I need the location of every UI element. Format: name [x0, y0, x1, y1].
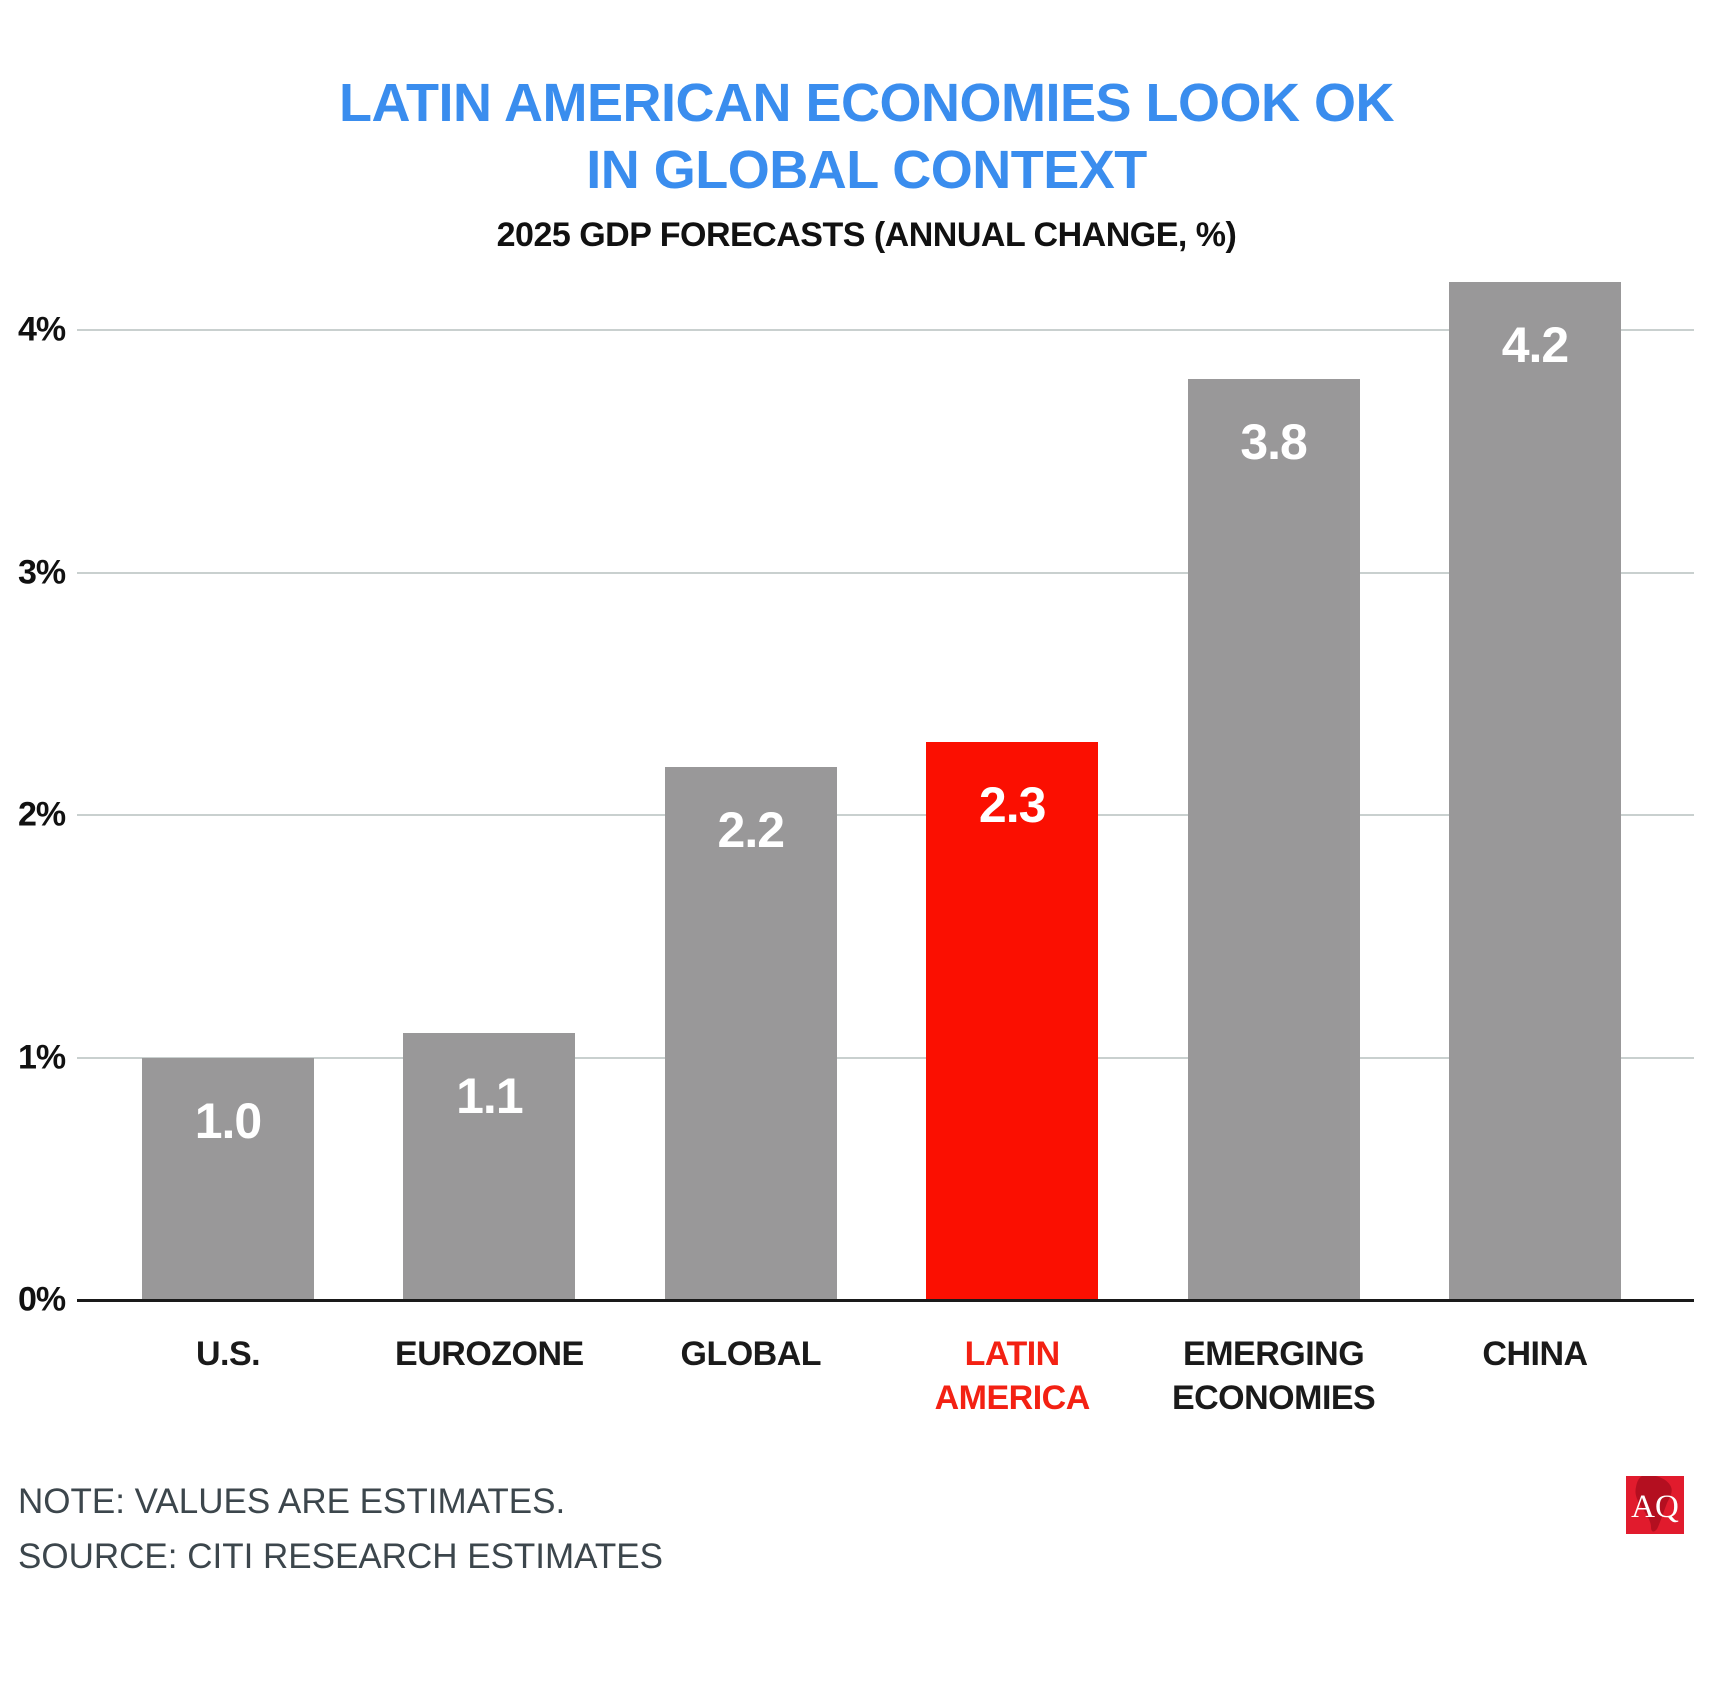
chart-title-line1: LATIN AMERICAN ECONOMIES LOOK OK [339, 73, 1394, 133]
source-text: SOURCE: CITI RESEARCH ESTIMATES [18, 1537, 663, 1576]
logo-text: AQ [1631, 1489, 1679, 1525]
bar-emerging: 3.8 [1187, 378, 1360, 1300]
y-tick-label: 1% [18, 1038, 66, 1076]
bar-value-label: 2.2 [717, 801, 786, 858]
gridline-3% [77, 571, 1694, 574]
bar-value-label: 2.3 [978, 777, 1047, 834]
y-tick-label: 4% [18, 310, 66, 349]
category-label-global: GLOBAL [680, 1335, 822, 1373]
x-axis-line [77, 1299, 1694, 1302]
bar-value-label: 1.1 [456, 1068, 524, 1125]
category-label-china: CHINA [1482, 1335, 1588, 1373]
chart-title-line2: IN GLOBAL CONTEXT [586, 140, 1147, 200]
category-label-u-s: U.S. [195, 1335, 261, 1373]
y-tick-label: 0% [18, 1280, 66, 1319]
bar-eurozone: 1.1 [403, 1033, 576, 1300]
gridline-2% [77, 814, 1694, 816]
category-label-eurozone: EUROZONE [395, 1335, 584, 1373]
chart-title: LATIN AMERICAN ECONOMIES LOOK OK IN GLOB… [0, 70, 1733, 204]
gridline-1% [77, 1056, 1694, 1059]
bar-value-label: 1.0 [194, 1092, 263, 1149]
aq-logo: AQ [1626, 1476, 1684, 1534]
bar-u-s: 1.0 [142, 1057, 314, 1300]
south-america-map-icon [1635, 1476, 1672, 1532]
note-text: NOTE: VALUES ARE ESTIMATES. [18, 1482, 566, 1521]
bar-china: 4.2 [1449, 281, 1621, 1300]
y-tick-label: 3% [18, 553, 66, 591]
footer: NOTE: VALUES ARE ESTIMATES. SOURCE: CITI… [18, 1474, 663, 1584]
chart-subtitle: 2025 GDP FORECASTS (ANNUAL CHANGE, %) [496, 216, 1237, 254]
category-label-latin: LATIN AMERICA [934, 1335, 1091, 1417]
bar-latin: 2.3 [926, 742, 1099, 1300]
bar-value-label: 4.2 [1501, 316, 1570, 373]
bar-global: 2.2 [664, 766, 837, 1300]
bar-value-label: 3.8 [1240, 413, 1308, 470]
category-label-emerging: EMERGING ECONOMIES [1171, 1335, 1376, 1417]
y-tick-label: 2% [18, 795, 66, 834]
gridline-4% [77, 329, 1694, 331]
